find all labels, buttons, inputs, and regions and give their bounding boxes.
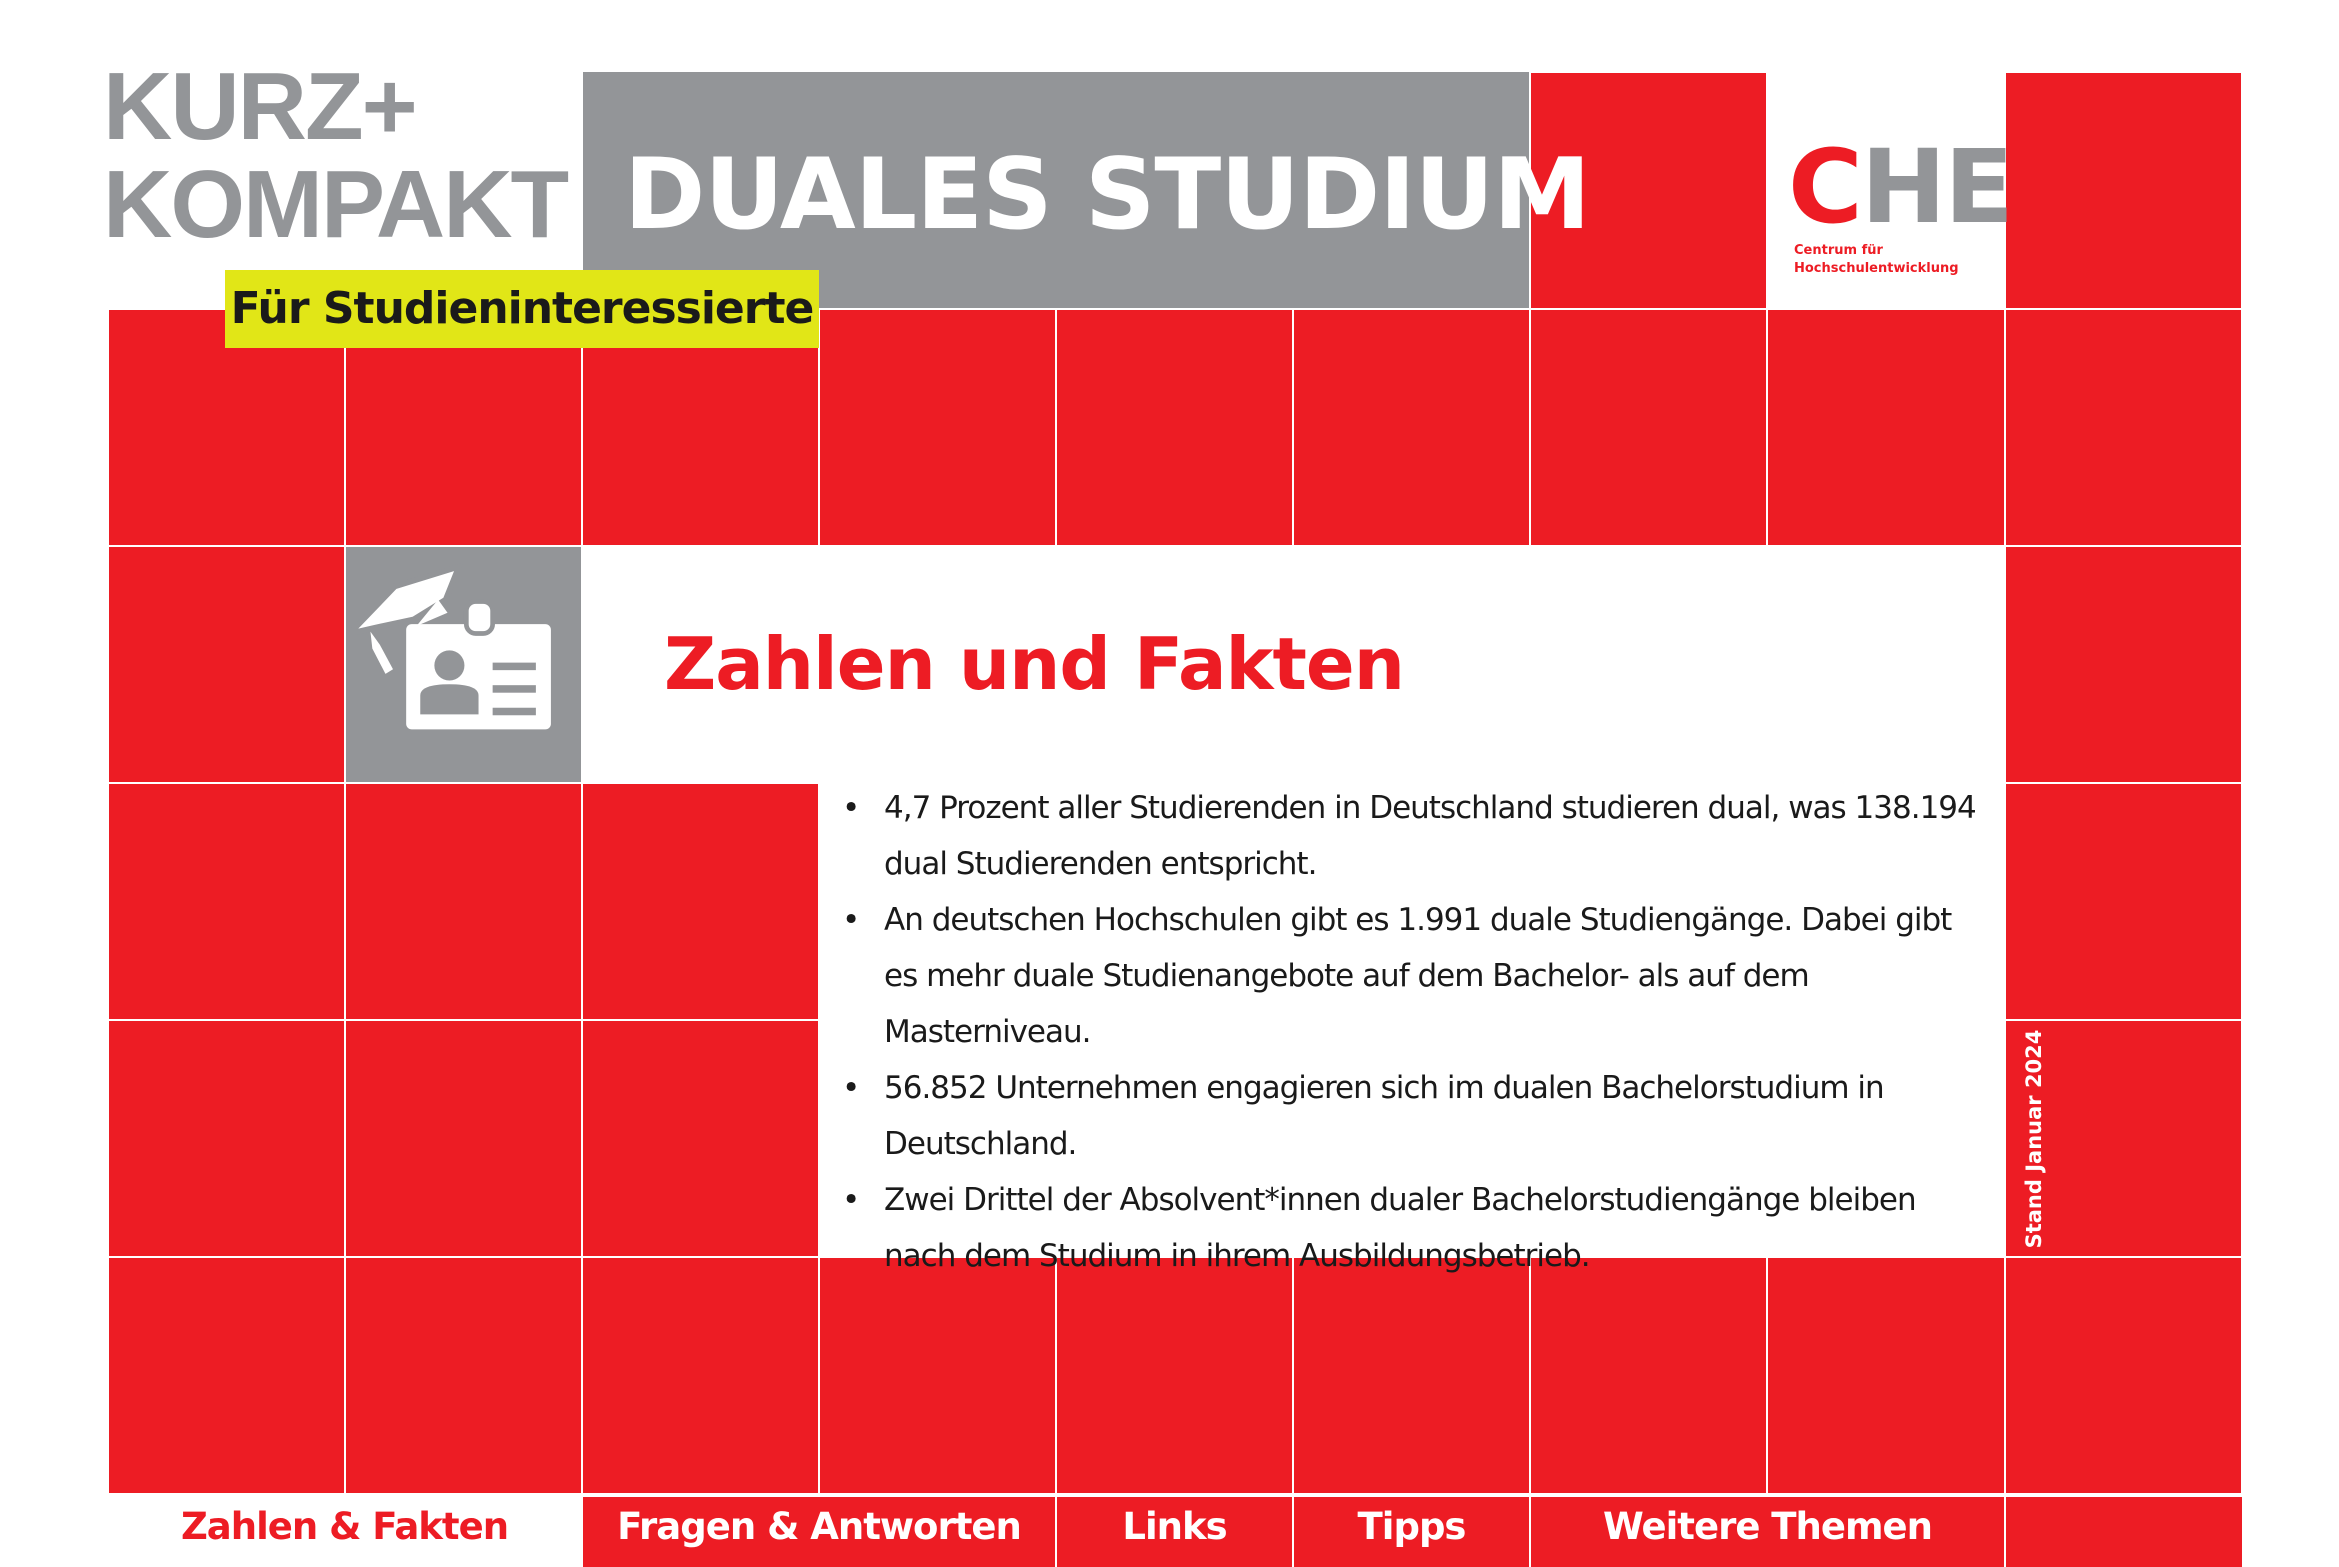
fact-item: 56.852 Unternehmen engagieren sich im du… xyxy=(838,1060,1988,1172)
red-tile xyxy=(1768,310,2004,545)
red-tile xyxy=(820,1258,1055,1493)
nav-tab-fragen-antworten[interactable]: Fragen & Antworten xyxy=(583,1497,1055,1567)
fact-item: An deutschen Hochschulen gibt es 1.991 d… xyxy=(838,892,1988,1060)
date-note-text: Stand Januar 2024 xyxy=(2022,1029,2046,1248)
red-tile xyxy=(2006,1021,2241,1256)
nav-tab-tipps[interactable]: Tipps xyxy=(1294,1497,1529,1567)
red-tile xyxy=(2006,1258,2241,1493)
red-tile xyxy=(346,1258,581,1493)
red-tile xyxy=(2006,547,2241,782)
red-tile xyxy=(346,310,581,545)
audience-badge: Für Studieninteressierte xyxy=(225,270,819,348)
fact-item: 4,7 Prozent aller Studierenden in Deutsc… xyxy=(838,780,1988,892)
red-tile xyxy=(109,547,344,782)
red-tile xyxy=(583,1021,818,1256)
red-tile xyxy=(583,1258,818,1493)
nav-tab-links[interactable]: Links xyxy=(1057,1497,1292,1567)
page-title: DUALES STUDIUM xyxy=(624,138,1591,252)
red-tile xyxy=(583,784,818,1019)
nav-tab-zahlen-fakten[interactable]: Zahlen & Fakten xyxy=(108,1497,581,1567)
red-tile xyxy=(346,1021,581,1256)
graduation-cap-id-card-icon xyxy=(341,547,581,782)
che-logo: CHE Centrum für Hochschulentwicklung xyxy=(1788,128,2014,277)
red-tile xyxy=(109,310,344,545)
title-banner xyxy=(583,72,1529,308)
red-tile xyxy=(1057,310,1292,545)
red-tile xyxy=(1531,73,1766,308)
nav-tab-weitere-themen[interactable]: Weitere Themen xyxy=(1531,1497,2004,1567)
red-tile xyxy=(109,1258,344,1493)
red-tile xyxy=(1531,310,1766,545)
red-tile xyxy=(346,784,581,1019)
date-note: Stand Januar 2024 xyxy=(2005,1020,2063,1257)
red-tile xyxy=(583,310,818,545)
red-tile xyxy=(1768,1258,2004,1493)
red-tile xyxy=(820,310,1055,545)
red-tile xyxy=(1531,1258,1766,1493)
red-tile xyxy=(1057,1258,1292,1493)
series-logo: KURZ+ KOMPAKT xyxy=(103,53,569,258)
nav-tab-empty xyxy=(2006,1497,2242,1567)
fact-item: Zwei Drittel der Absolvent*innen dualer … xyxy=(838,1172,1988,1284)
red-tile xyxy=(109,784,344,1019)
red-tile xyxy=(2006,784,2241,1019)
section-title: Zahlen und Fakten xyxy=(664,622,1405,706)
series-line-1: KURZ+ xyxy=(103,53,418,160)
facts-list: 4,7 Prozent aller Studierenden in Deutsc… xyxy=(838,780,1988,1284)
series-line-2: KOMPAKT xyxy=(103,151,569,258)
red-tile xyxy=(109,1021,344,1256)
red-tile xyxy=(1294,310,1529,545)
red-tile xyxy=(2006,310,2241,545)
red-tile xyxy=(1294,1258,1529,1493)
red-tile xyxy=(2006,73,2241,308)
